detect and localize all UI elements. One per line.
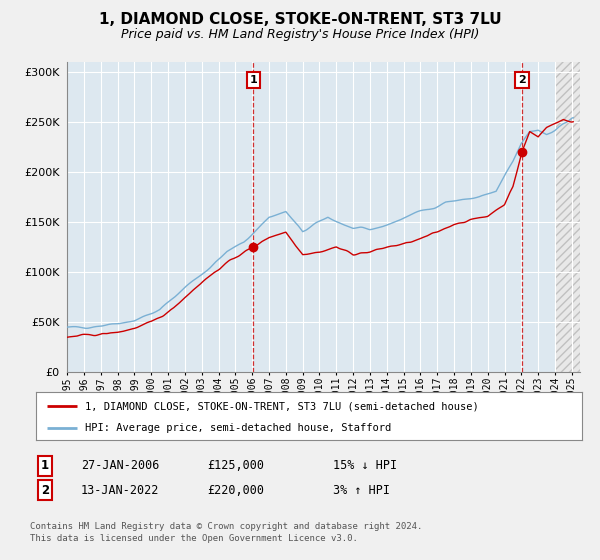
Text: 15% ↓ HPI: 15% ↓ HPI	[333, 459, 397, 473]
Text: 2: 2	[41, 483, 49, 497]
Text: Price paid vs. HM Land Registry's House Price Index (HPI): Price paid vs. HM Land Registry's House …	[121, 28, 479, 41]
Text: 1, DIAMOND CLOSE, STOKE-ON-TRENT, ST3 7LU (semi-detached house): 1, DIAMOND CLOSE, STOKE-ON-TRENT, ST3 7L…	[85, 402, 479, 411]
Text: 2: 2	[518, 75, 526, 85]
Text: 1, DIAMOND CLOSE, STOKE-ON-TRENT, ST3 7LU: 1, DIAMOND CLOSE, STOKE-ON-TRENT, ST3 7L…	[98, 12, 502, 27]
Text: HPI: Average price, semi-detached house, Stafford: HPI: Average price, semi-detached house,…	[85, 423, 391, 433]
Text: £220,000: £220,000	[207, 483, 264, 497]
Text: 13-JAN-2022: 13-JAN-2022	[81, 483, 160, 497]
Text: Contains HM Land Registry data © Crown copyright and database right 2024.
This d: Contains HM Land Registry data © Crown c…	[30, 522, 422, 543]
Text: 1: 1	[250, 75, 257, 85]
Text: £125,000: £125,000	[207, 459, 264, 473]
Text: 1: 1	[41, 459, 49, 473]
Text: 27-JAN-2006: 27-JAN-2006	[81, 459, 160, 473]
Text: 3% ↑ HPI: 3% ↑ HPI	[333, 483, 390, 497]
